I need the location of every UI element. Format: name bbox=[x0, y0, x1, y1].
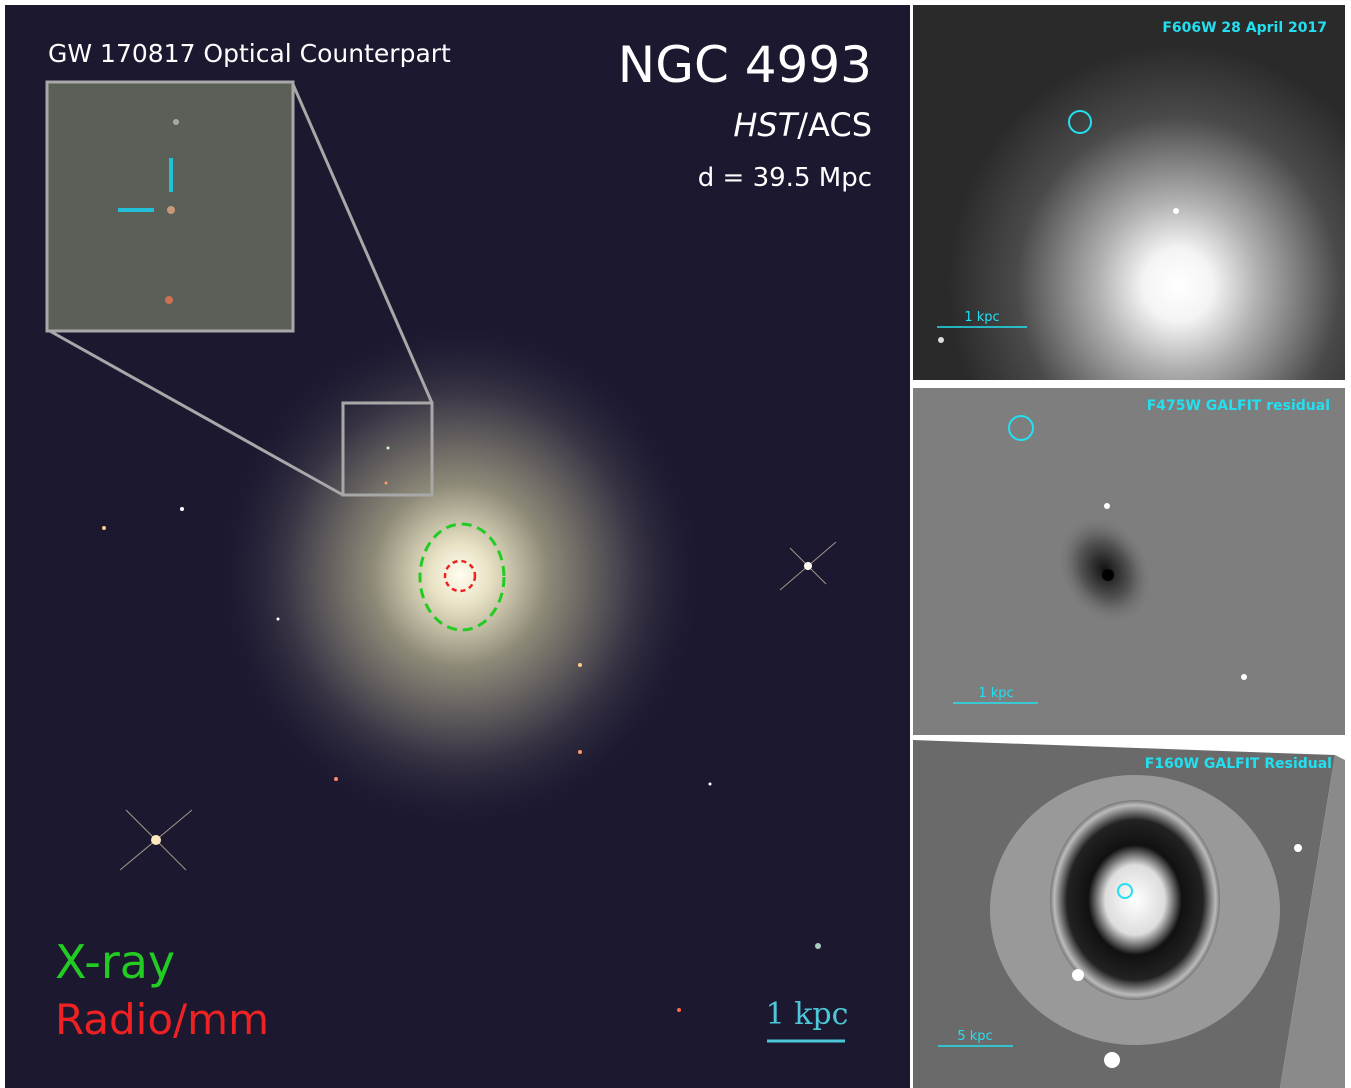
panel-f475w: F475W GALFIT residual 1 kpc bbox=[913, 388, 1345, 735]
panel-label: F160W GALFIT Residual bbox=[1145, 756, 1332, 772]
panel-f160w: F160W GALFIT Residual 5 kpc bbox=[913, 740, 1345, 1088]
camera: /ACS bbox=[797, 106, 872, 144]
figure: GW 170817 Optical Counterpart NGC 4993 H… bbox=[0, 0, 1351, 1088]
instrument: HST/ACS bbox=[733, 106, 872, 144]
scale-bar-label: 1 kpc bbox=[978, 686, 1013, 701]
telescope: HST bbox=[733, 106, 799, 144]
scale-bar-label: 1 kpc bbox=[766, 997, 849, 1032]
distance: d = 39.5 Mpc bbox=[698, 163, 872, 193]
main-panel: GW 170817 Optical Counterpart NGC 4993 H… bbox=[5, 5, 910, 1088]
inset-title: GW 170817 Optical Counterpart bbox=[48, 39, 451, 68]
galaxy-name: NGC 4993 bbox=[618, 36, 872, 94]
legend-radio: Radio/mm bbox=[55, 995, 269, 1044]
panel-label: F475W GALFIT residual bbox=[1147, 398, 1330, 414]
panel-label: F606W 28 April 2017 bbox=[1162, 20, 1327, 36]
legend-xray: X-ray bbox=[55, 935, 175, 989]
scale-bar-label: 1 kpc bbox=[964, 310, 999, 325]
scale-bar-label: 5 kpc bbox=[957, 1029, 992, 1044]
